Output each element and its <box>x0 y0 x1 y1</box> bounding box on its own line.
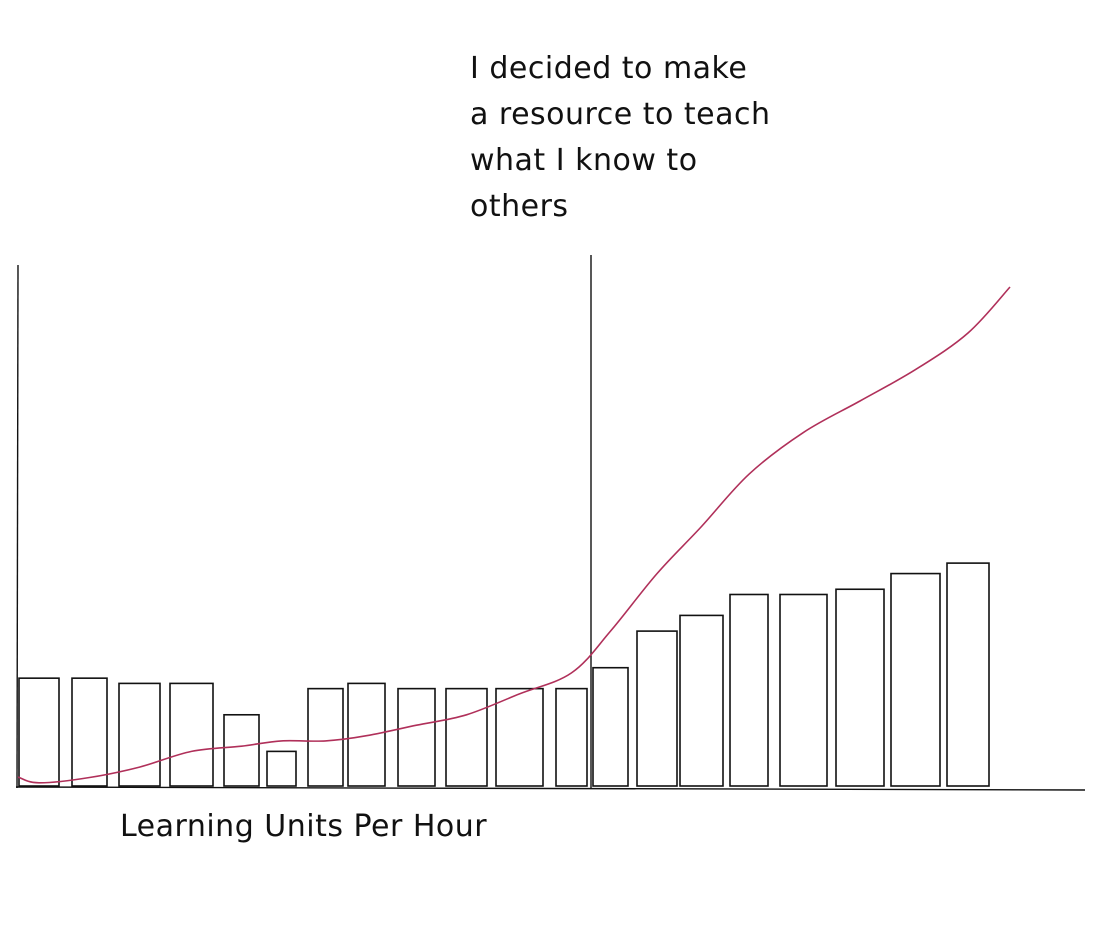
bar-10 <box>445 687 488 787</box>
bar-12 <box>555 687 588 787</box>
bar-6 <box>266 750 297 787</box>
bars-layer <box>18 562 990 787</box>
bar-7 <box>307 687 344 787</box>
bar-14 <box>636 630 678 787</box>
annotation-line-4: others <box>470 189 569 224</box>
bar-5 <box>223 713 260 787</box>
bar-1 <box>18 677 60 787</box>
bar-9 <box>397 687 436 787</box>
bar-3 <box>118 682 161 787</box>
bar-16 <box>729 593 769 787</box>
bar-20 <box>946 562 990 787</box>
bar-18 <box>835 588 885 787</box>
bar-2 <box>71 677 108 787</box>
annotation-line-1: I decided to make <box>470 51 747 86</box>
axes-layer <box>15 264 1086 791</box>
x-axis <box>15 786 1086 791</box>
y-axis <box>16 264 19 789</box>
annotation-line-3: what I know to <box>470 143 698 178</box>
bar-19 <box>890 572 941 787</box>
bar-11 <box>495 687 544 787</box>
bar-4 <box>169 682 214 787</box>
bar-13 <box>592 666 629 787</box>
trend-line <box>17 286 1011 784</box>
bar-17 <box>779 593 828 787</box>
bar-8 <box>347 682 386 787</box>
annotation-text: I decided to make a resource to teach what… <box>470 51 770 224</box>
x-axis-label: Learning Units Per Hour <box>120 809 487 844</box>
annotation-line-2: a resource to teach <box>470 97 770 132</box>
bar-15 <box>679 614 724 787</box>
